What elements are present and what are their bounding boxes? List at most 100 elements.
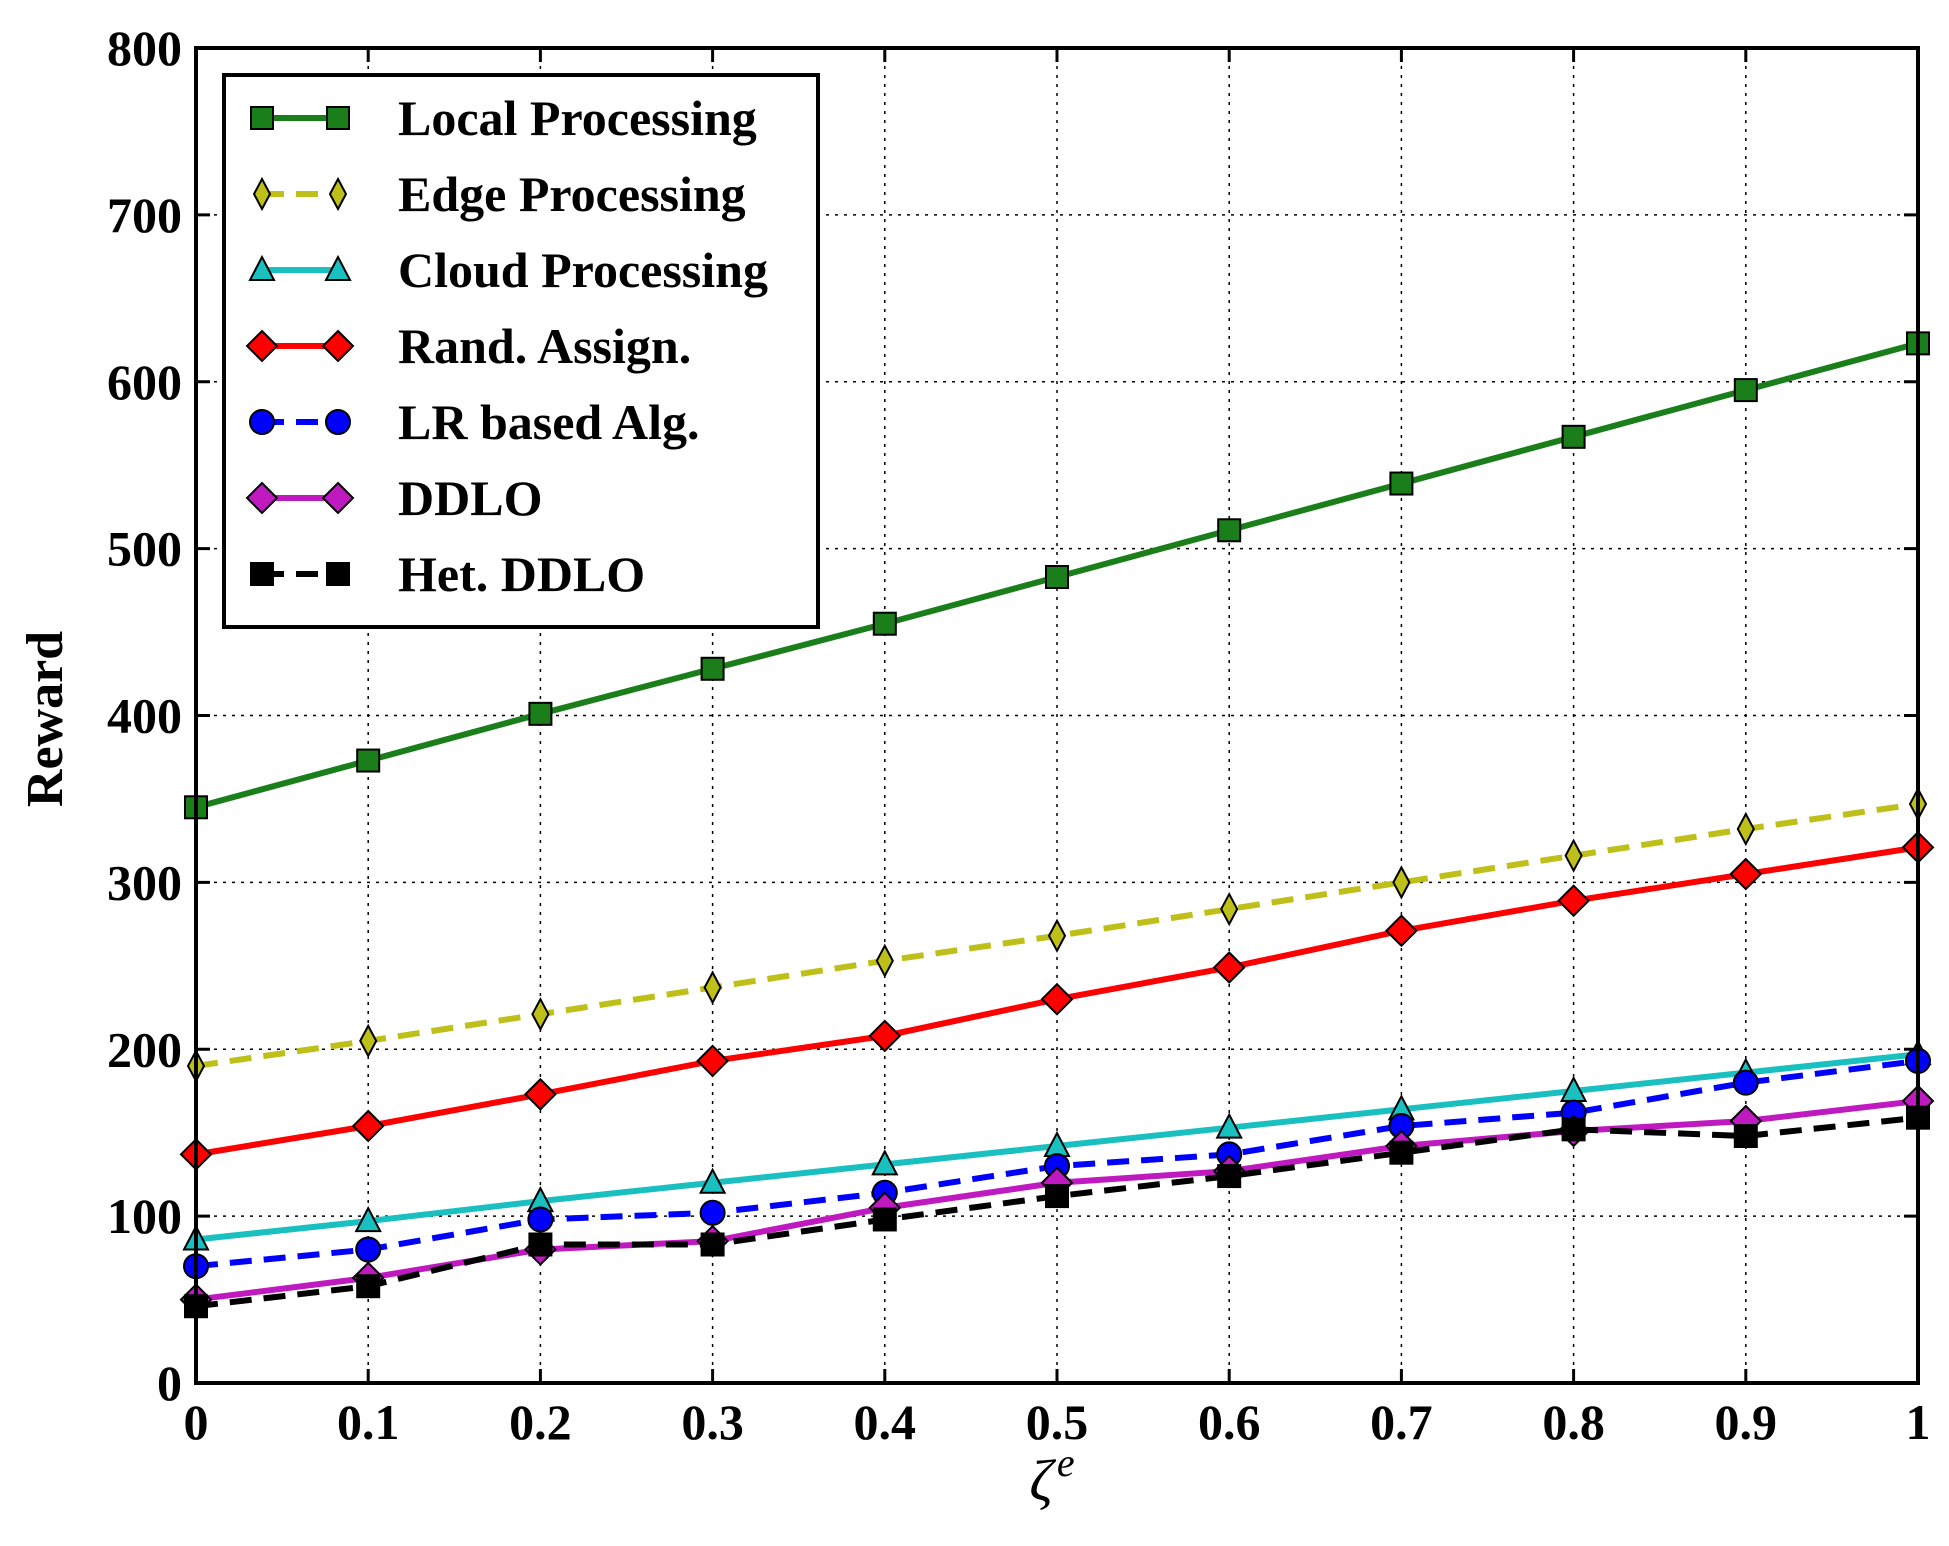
x-tick-label: 0 xyxy=(184,1394,209,1450)
data-point xyxy=(699,1199,726,1226)
series-het-ddlo xyxy=(184,1105,1930,1319)
data-point xyxy=(1384,914,1418,948)
y-tick-label: 200 xyxy=(107,1021,182,1077)
x-axis-label-symbol: ζ xyxy=(1029,1448,1056,1513)
legend: Local Processing Edge Processing Cloud Pro… xyxy=(222,73,820,629)
legend-marker xyxy=(248,254,276,281)
x-tick-label: 0.2 xyxy=(509,1394,572,1450)
data-point xyxy=(875,943,894,978)
data-point xyxy=(523,1077,557,1111)
legend-marker xyxy=(245,329,279,363)
y-axis-label: Reward xyxy=(17,631,74,807)
series-rand-assign xyxy=(179,830,1935,1171)
y-tick-label: 100 xyxy=(107,1188,182,1244)
legend-item: Edge Processing xyxy=(252,166,746,222)
data-point xyxy=(351,1109,385,1143)
y-tick-label: 600 xyxy=(107,354,182,410)
legend-marker xyxy=(324,254,352,281)
legend-marker xyxy=(245,481,279,515)
x-tick-label: 0.1 xyxy=(337,1394,400,1450)
legend-item: Cloud Processing xyxy=(248,242,768,298)
data-point xyxy=(528,701,553,726)
data-point xyxy=(1047,918,1067,953)
data-point xyxy=(1045,1184,1069,1209)
data-point xyxy=(868,1019,902,1053)
legend-marker xyxy=(321,329,355,363)
data-point xyxy=(1389,471,1414,496)
legend-marker xyxy=(250,106,274,130)
y-tick-label: 300 xyxy=(107,854,182,910)
data-point xyxy=(355,1236,382,1263)
data-point xyxy=(531,997,550,1032)
data-point xyxy=(1220,891,1239,927)
data-point xyxy=(700,1232,725,1257)
ticks: 0 0.1 0.2 0.3 0.4 0.5 0.6 0.7 0.8 0.9 1 0 100 200 300 4… xyxy=(107,20,1931,1450)
data-point xyxy=(1736,811,1755,847)
y-tick-label: 700 xyxy=(107,187,182,243)
data-point xyxy=(696,1044,730,1078)
data-point xyxy=(1733,1124,1758,1149)
legend-item: Local Processing xyxy=(250,90,757,146)
data-point xyxy=(1040,982,1074,1016)
legend-label: Local Processing xyxy=(398,90,757,146)
legend-marker xyxy=(252,176,272,212)
data-point xyxy=(1733,378,1758,403)
legend-label: DDLO xyxy=(398,470,542,526)
legend-marker xyxy=(326,562,350,586)
x-tick-label: 0.7 xyxy=(1370,1394,1433,1450)
data-point xyxy=(359,1023,378,1059)
data-point xyxy=(1557,884,1591,918)
data-point xyxy=(1564,838,1583,873)
data-point xyxy=(700,656,725,681)
y-tick-label: 400 xyxy=(107,688,182,744)
x-tick-label: 0.8 xyxy=(1542,1394,1605,1450)
legend-marker xyxy=(250,562,274,586)
legend-marker xyxy=(249,409,275,435)
data-point xyxy=(356,748,381,773)
legend-item: Het. DDLO xyxy=(250,546,645,602)
x-tick-label: 0.6 xyxy=(1198,1394,1261,1450)
legend-item: LR based Alg. xyxy=(249,394,699,450)
data-point xyxy=(1045,564,1069,589)
data-point xyxy=(356,1274,381,1299)
data-point xyxy=(1729,857,1763,891)
legend-label: Het. DDLO xyxy=(398,546,645,602)
legend-marker xyxy=(326,106,350,130)
data-point xyxy=(527,1206,554,1233)
legend-item: Rand. Assign. xyxy=(245,318,691,374)
series-group xyxy=(179,331,1935,1319)
data-point xyxy=(871,1149,899,1176)
data-point xyxy=(354,1205,382,1233)
data-point xyxy=(1561,1117,1586,1142)
legend-label: LR based Alg. xyxy=(398,394,699,450)
x-axis-label-superscript: e xyxy=(1057,1440,1075,1485)
data-point xyxy=(528,1232,553,1257)
legend-label: Edge Processing xyxy=(398,166,746,222)
data-point xyxy=(872,1207,897,1232)
data-point xyxy=(1561,424,1586,449)
legend-marker xyxy=(328,176,348,212)
y-tick-label: 800 xyxy=(107,20,182,76)
x-tick-label: 0.9 xyxy=(1715,1394,1778,1450)
data-point xyxy=(1217,1164,1242,1189)
legend-marker xyxy=(325,409,351,435)
y-tick-label: 0 xyxy=(157,1355,182,1411)
series-edge-processing xyxy=(186,786,1928,1084)
x-tick-label: 0.3 xyxy=(681,1394,744,1450)
y-tick-label: 500 xyxy=(107,521,182,577)
data-point xyxy=(1217,518,1242,543)
data-point xyxy=(1732,1069,1759,1096)
legend-item: DDLO xyxy=(245,470,542,526)
legend-label: Cloud Processing xyxy=(398,242,768,298)
data-point xyxy=(698,1167,727,1194)
data-point xyxy=(1392,865,1411,900)
x-tick-label: 1 xyxy=(1906,1394,1931,1450)
legend-marker xyxy=(321,481,355,515)
x-tick-label: 0.4 xyxy=(854,1394,917,1450)
x-tick-label: 0.5 xyxy=(1026,1394,1089,1450)
legend-box xyxy=(222,73,820,629)
data-point xyxy=(1212,951,1246,984)
